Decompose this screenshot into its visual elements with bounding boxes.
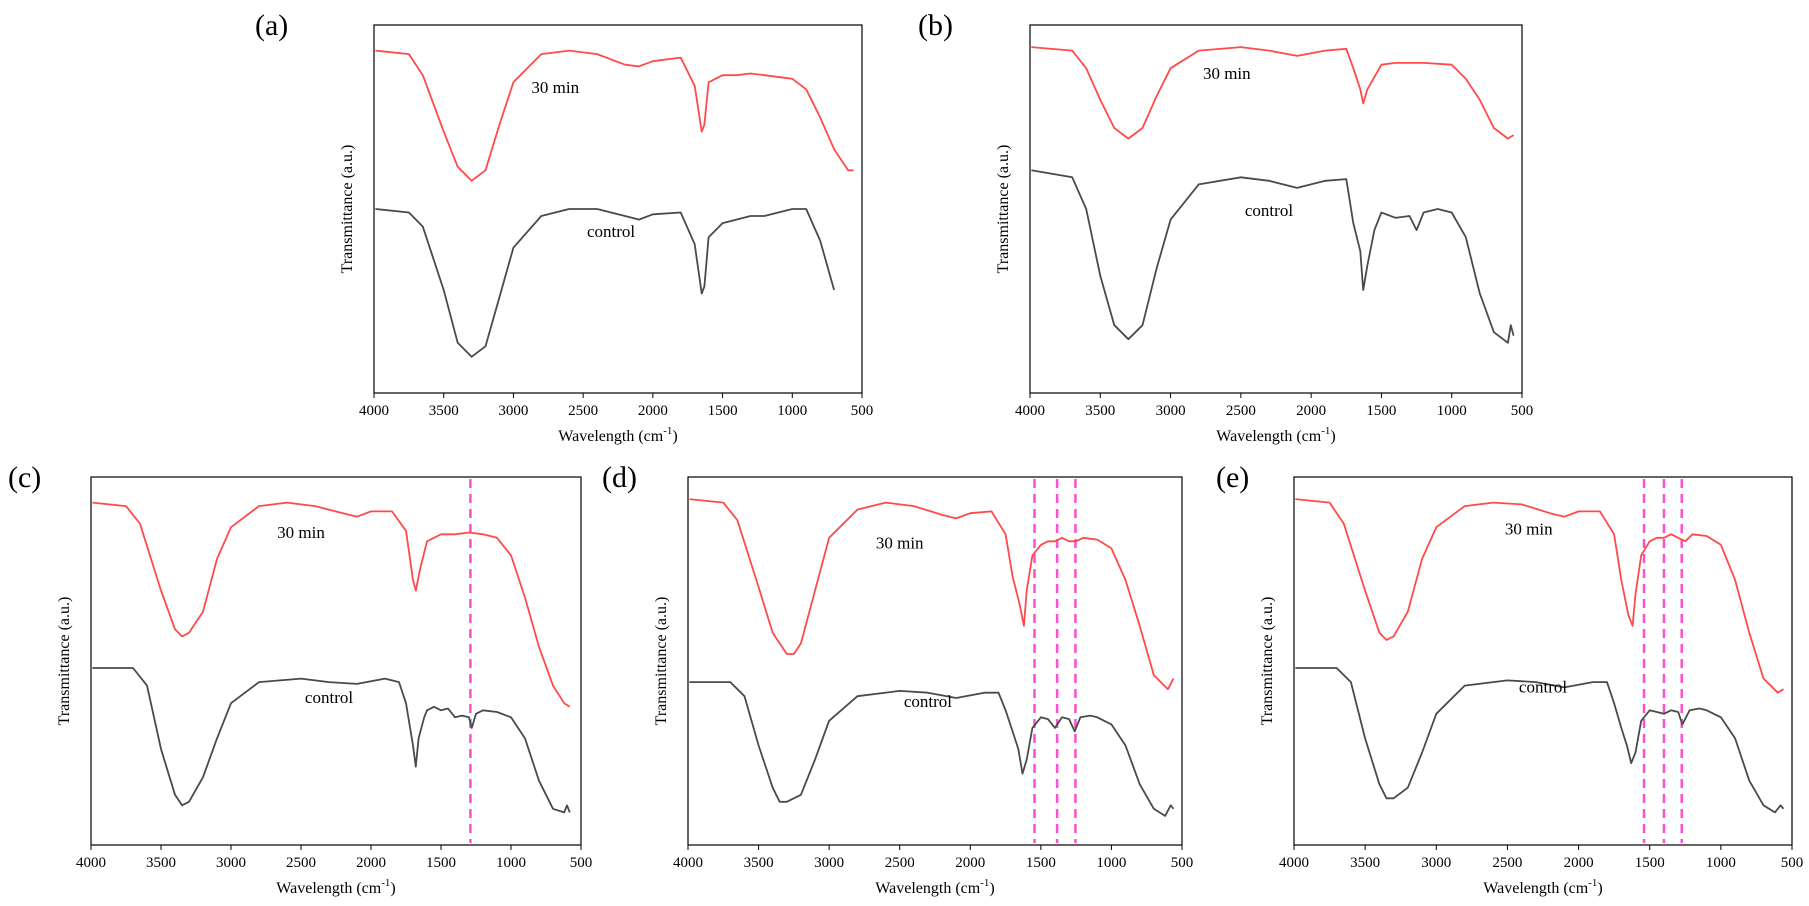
- x-tick-label: 500: [1781, 855, 1804, 871]
- panel-label: (e): [1216, 461, 1249, 494]
- x-tick-label: 2500: [1492, 855, 1522, 871]
- series-control-line: [689, 681, 1175, 817]
- y-axis-title: Transmittance (a.u.): [56, 597, 73, 726]
- x-tick-label: 1000: [1706, 855, 1736, 871]
- x-tick-label: 1000: [777, 403, 807, 419]
- x-tick-label: 3500: [744, 855, 774, 871]
- x-axis-title: Wavelength (cm-1): [1483, 877, 1602, 897]
- x-tick-label: 1500: [426, 855, 456, 871]
- x-tick-label: 3000: [1421, 855, 1451, 871]
- plot-frame: [1029, 24, 1523, 394]
- y-axis-title: Transmittance (a.u.): [1259, 597, 1276, 726]
- x-tick-label: 3000: [498, 403, 528, 419]
- series-30min-line: [92, 501, 571, 708]
- panel-5: (e) 4000 3500 3000 2500 2000 1500 1000 500 Wavele…: [1216, 461, 1803, 897]
- series-control-label: control: [904, 692, 952, 711]
- x-tick-label: 4000: [1015, 403, 1045, 419]
- y-axis-title: Transmittance (a.u.): [995, 145, 1012, 274]
- x-tick-label: 4000: [359, 403, 389, 419]
- x-axis-title: Wavelength (cm-1): [875, 877, 994, 897]
- x-tick-label: 2500: [286, 855, 316, 871]
- y-axis-title: Transmittance (a.u.): [653, 597, 670, 726]
- series-control-label: control: [1245, 201, 1293, 220]
- x-tick-label: 1000: [1096, 855, 1126, 871]
- series-30min-line: [1295, 498, 1784, 694]
- x-tick-label: 2000: [638, 403, 668, 419]
- series-30min-label: 30 min: [277, 523, 325, 542]
- series-30min-label: 30 min: [1203, 64, 1251, 83]
- x-tick-label: 2000: [1564, 855, 1594, 871]
- series-control-line: [1295, 667, 1785, 814]
- x-tick-label: 1500: [708, 403, 738, 419]
- x-tick-label: 2000: [356, 855, 386, 871]
- panel-3: (c) 4000 3500 3000 2500 2000 1500 1000 500 Wavele…: [8, 461, 592, 897]
- x-tick-label: 2500: [1226, 403, 1256, 419]
- plot-frame: [373, 24, 863, 394]
- x-tick-label: 1000: [1437, 403, 1467, 419]
- series-30min-label: 30 min: [531, 78, 579, 97]
- panel-label: (b): [918, 9, 953, 42]
- series-control-label: control: [587, 222, 635, 241]
- y-axis-title: Transmittance (a.u.): [339, 145, 356, 274]
- x-tick-label: 500: [570, 855, 593, 871]
- x-tick-label: 3000: [1156, 403, 1186, 419]
- x-axis-title: Wavelength (cm-1): [1216, 425, 1335, 445]
- x-tick-label: 3500: [429, 403, 459, 419]
- x-tick-label: 2500: [568, 403, 598, 419]
- series-30min-label: 30 min: [1505, 519, 1553, 538]
- panel-label: (c): [8, 461, 41, 494]
- series-control-line: [1031, 169, 1515, 344]
- series-control-line: [375, 208, 835, 358]
- x-tick-label: 2000: [955, 855, 985, 871]
- panel-label: (d): [602, 461, 637, 494]
- panel-4: (d) 4000 3500 3000 2500 2000 1500 1000 500 Wavele…: [602, 461, 1193, 897]
- series-control-label: control: [305, 688, 353, 707]
- x-axis-title: Wavelength (cm-1): [558, 425, 677, 445]
- series-30min-label: 30 min: [876, 533, 924, 552]
- plot-frame: [1293, 476, 1793, 846]
- x-tick-label: 2500: [885, 855, 915, 871]
- x-tick-label: 4000: [1279, 855, 1309, 871]
- x-tick-label: 500: [851, 403, 874, 419]
- x-tick-label: 4000: [673, 855, 703, 871]
- series-control-line: [92, 667, 571, 814]
- x-tick-label: 2000: [1296, 403, 1326, 419]
- x-tick-label: 3500: [1350, 855, 1380, 871]
- x-axis-title: Wavelength (cm-1): [276, 877, 395, 897]
- plot-frame: [687, 476, 1183, 846]
- x-tick-label: 500: [1171, 855, 1194, 871]
- x-tick-label: 500: [1511, 403, 1534, 419]
- plot-frame: [90, 476, 582, 846]
- panel-1: (a) 4000 3500 3000 2500 2000 1500 1000 500 Wavele…: [255, 9, 873, 445]
- x-tick-label: 4000: [76, 855, 106, 871]
- series-30min-line: [689, 498, 1175, 691]
- panel-label: (a): [255, 9, 288, 42]
- x-tick-label: 1500: [1366, 403, 1396, 419]
- x-tick-label: 3000: [216, 855, 246, 871]
- panel-2: (b) 4000 3500 3000 2500 2000 1500 1000 500 Wavele…: [918, 9, 1533, 445]
- series-30min-line: [1031, 46, 1515, 140]
- x-tick-label: 3500: [146, 855, 176, 871]
- x-tick-label: 1500: [1026, 855, 1056, 871]
- series-30min-line: [375, 49, 854, 182]
- series-control-label: control: [1519, 678, 1567, 697]
- x-tick-label: 3500: [1085, 403, 1115, 419]
- x-tick-label: 1500: [1635, 855, 1665, 871]
- x-tick-label: 3000: [814, 855, 844, 871]
- x-tick-label: 1000: [496, 855, 526, 871]
